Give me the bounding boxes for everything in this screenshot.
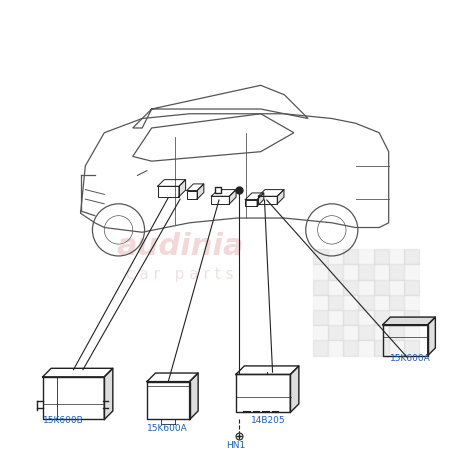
- Bar: [343, 325, 358, 340]
- Bar: [328, 264, 343, 280]
- Bar: [389, 280, 404, 295]
- Polygon shape: [277, 190, 284, 204]
- Text: c a r   p a r t s: c a r p a r t s: [126, 267, 234, 283]
- Bar: [404, 264, 419, 280]
- Bar: [313, 264, 328, 280]
- Bar: [374, 280, 389, 295]
- Bar: [383, 325, 428, 356]
- Bar: [389, 295, 404, 310]
- Bar: [358, 310, 374, 325]
- Bar: [374, 310, 389, 325]
- Bar: [358, 280, 374, 295]
- Bar: [211, 196, 229, 204]
- Bar: [389, 325, 404, 340]
- Bar: [246, 200, 257, 206]
- Bar: [343, 310, 358, 325]
- Polygon shape: [179, 180, 185, 197]
- Bar: [343, 295, 358, 310]
- Text: 15K600B: 15K600B: [43, 416, 83, 425]
- Bar: [374, 249, 389, 264]
- Bar: [374, 325, 389, 340]
- Bar: [157, 186, 179, 197]
- Bar: [343, 280, 358, 295]
- Bar: [404, 280, 419, 295]
- Polygon shape: [190, 373, 198, 419]
- Bar: [358, 295, 374, 310]
- Polygon shape: [229, 190, 236, 204]
- Bar: [343, 264, 358, 280]
- Bar: [313, 249, 328, 264]
- Bar: [328, 340, 343, 356]
- Text: 15K600A: 15K600A: [147, 424, 188, 433]
- Bar: [404, 249, 419, 264]
- Polygon shape: [428, 317, 435, 356]
- Bar: [236, 374, 290, 412]
- Bar: [328, 249, 343, 264]
- Bar: [389, 264, 404, 280]
- Bar: [358, 325, 374, 340]
- Bar: [374, 340, 389, 356]
- Polygon shape: [383, 317, 435, 325]
- Polygon shape: [197, 184, 204, 199]
- Bar: [358, 264, 374, 280]
- Bar: [389, 340, 404, 356]
- Polygon shape: [290, 366, 299, 412]
- Bar: [358, 340, 374, 356]
- Text: HN1: HN1: [227, 441, 246, 450]
- Bar: [43, 377, 104, 419]
- Bar: [313, 310, 328, 325]
- Bar: [258, 196, 277, 204]
- Bar: [328, 310, 343, 325]
- Bar: [328, 325, 343, 340]
- Bar: [404, 310, 419, 325]
- Polygon shape: [104, 368, 113, 419]
- Bar: [328, 280, 343, 295]
- Bar: [313, 295, 328, 310]
- Bar: [358, 249, 374, 264]
- Bar: [404, 340, 419, 356]
- Text: 15K600A: 15K600A: [390, 354, 431, 363]
- Bar: [389, 310, 404, 325]
- Text: audinia: audinia: [116, 232, 244, 261]
- Bar: [404, 325, 419, 340]
- Bar: [374, 295, 389, 310]
- Polygon shape: [257, 193, 264, 206]
- Bar: [374, 264, 389, 280]
- Bar: [187, 191, 197, 199]
- Bar: [313, 325, 328, 340]
- Bar: [328, 295, 343, 310]
- Bar: [313, 340, 328, 356]
- Text: 14B205: 14B205: [251, 416, 286, 425]
- Bar: [343, 249, 358, 264]
- Bar: [343, 340, 358, 356]
- Bar: [389, 249, 404, 264]
- Bar: [313, 280, 328, 295]
- Bar: [147, 382, 190, 419]
- Bar: [404, 295, 419, 310]
